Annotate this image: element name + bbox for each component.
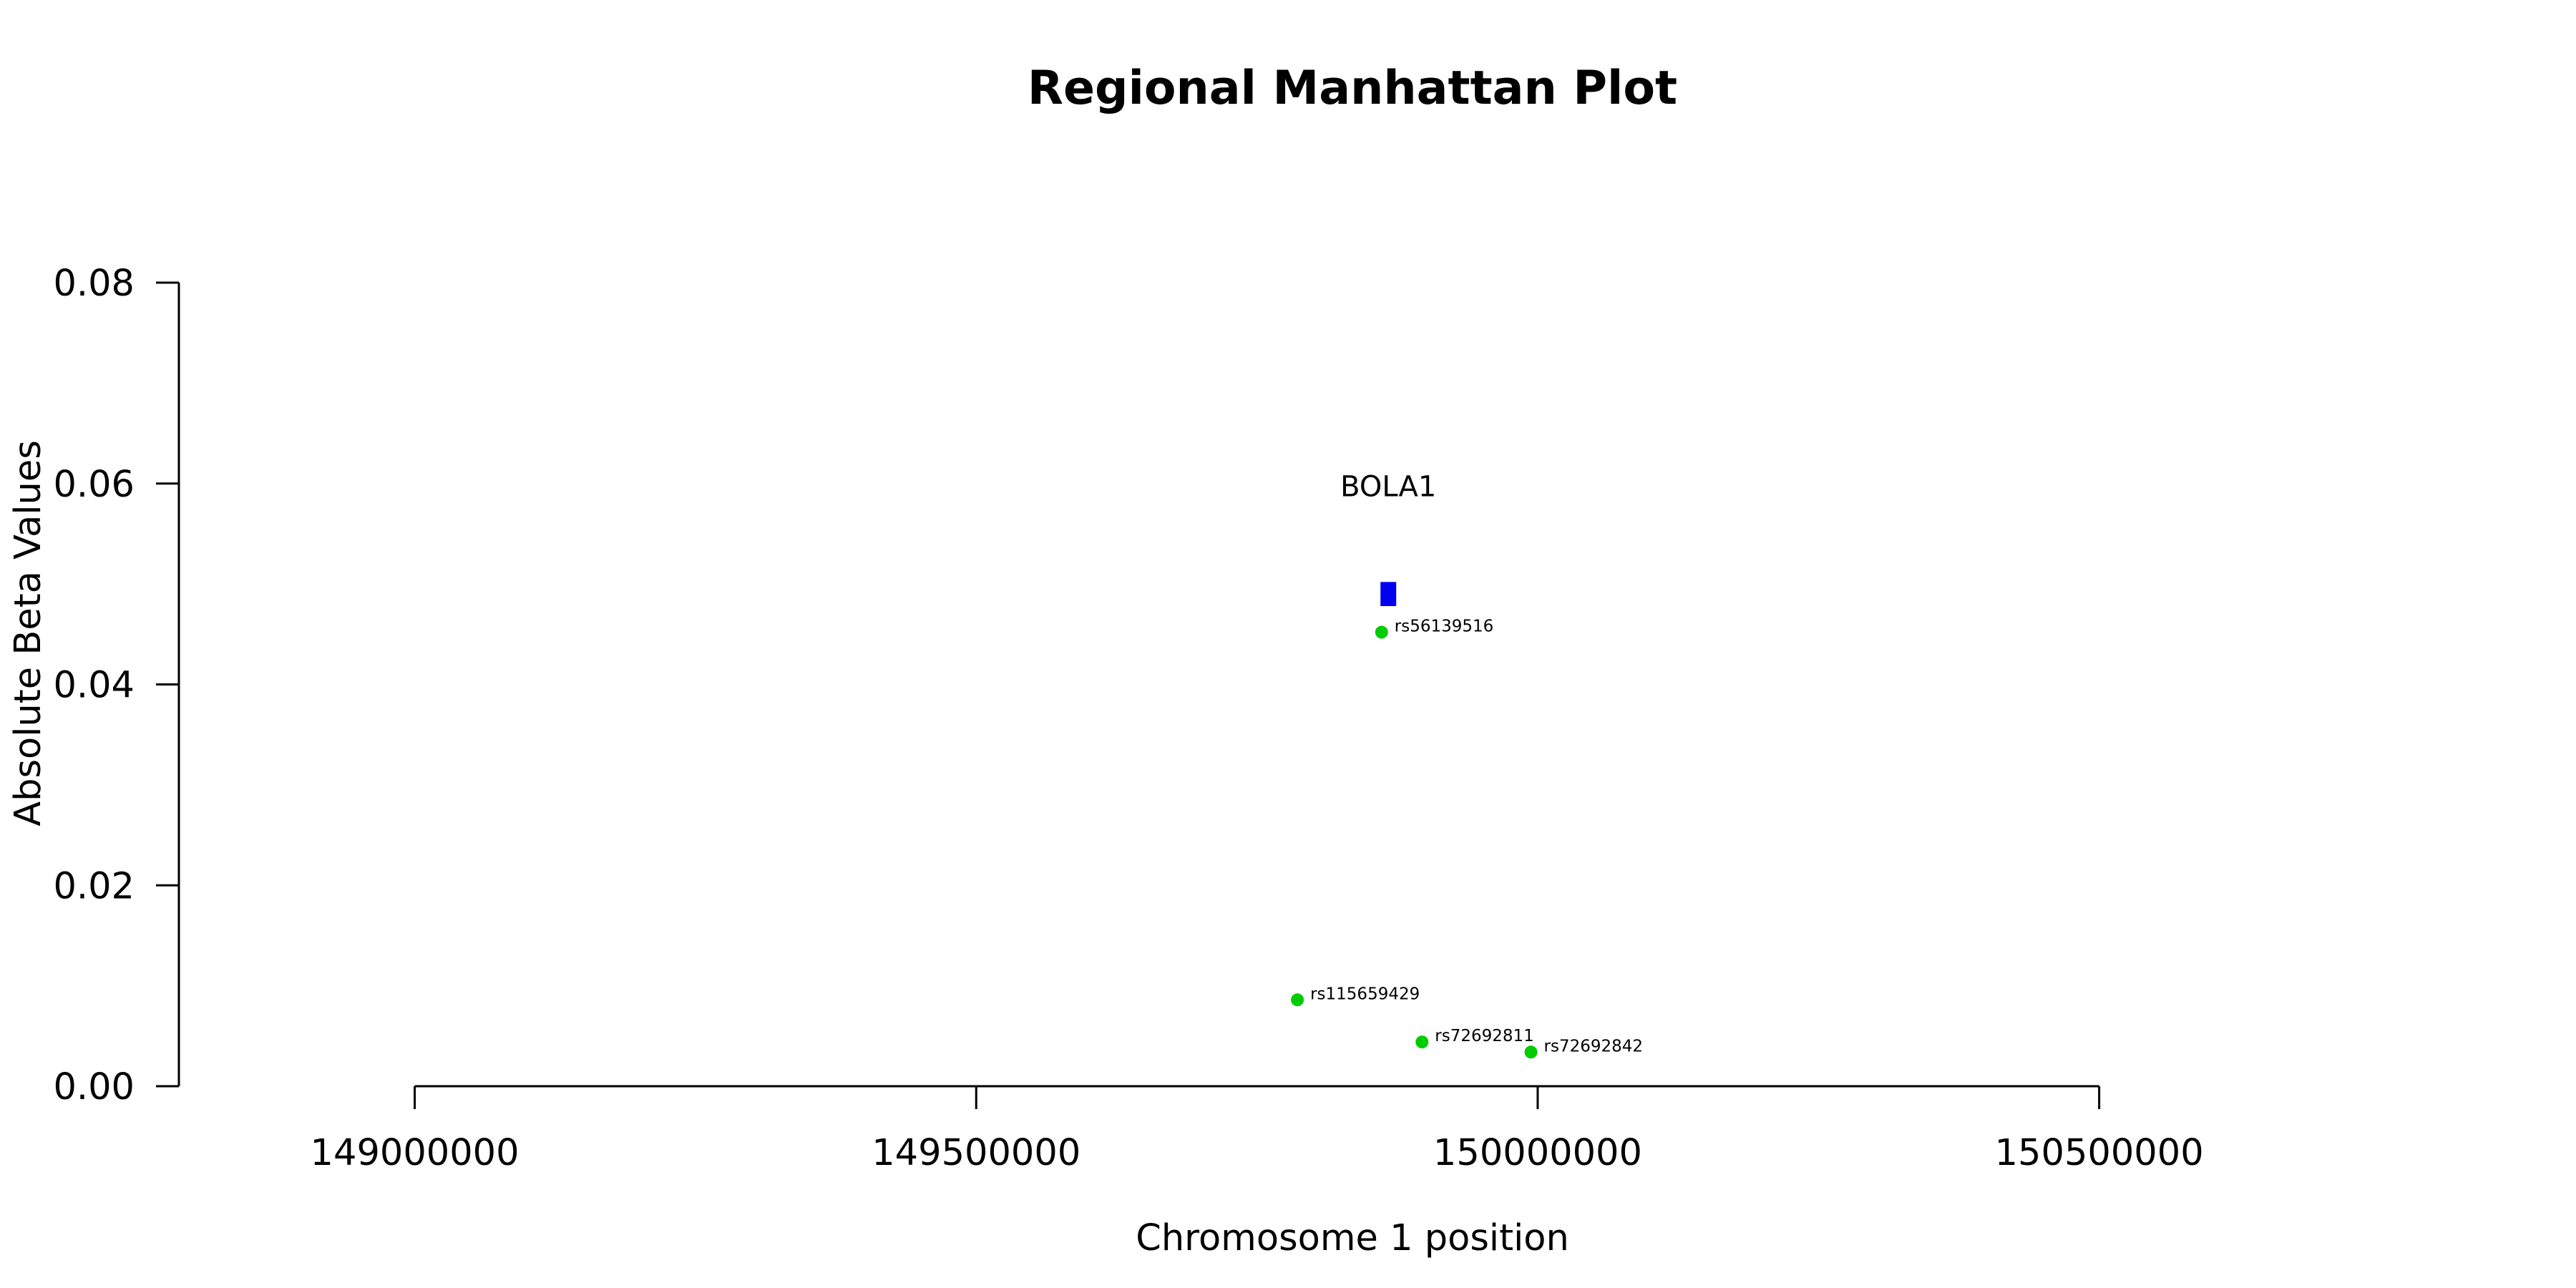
y-tick-label: 0.08	[53, 263, 135, 305]
x-tick-label: 149000000	[311, 1132, 519, 1174]
snp-label: rs115659429	[1310, 985, 1420, 1003]
snp-label: rs72692811	[1435, 1027, 1534, 1045]
x-tick-label: 149500000	[872, 1132, 1080, 1174]
snp-point	[1415, 1035, 1429, 1049]
snp-point	[1375, 625, 1388, 639]
x-tick-label: 150500000	[1995, 1132, 2204, 1174]
y-tick-label: 0.02	[53, 865, 135, 907]
chart-title: Regional Manhattan Plot	[1028, 62, 1677, 115]
y-tick-label: 0.04	[53, 665, 135, 707]
snp-point	[1291, 993, 1304, 1007]
snp-label: rs56139516	[1395, 618, 1494, 636]
gene-label: BOLA1	[1340, 470, 1436, 503]
x-ticks: 149000000 149500000 150000000 150500000	[311, 1086, 2204, 1174]
y-tick-label: 0.00	[53, 1066, 135, 1108]
gene-marker	[1380, 582, 1397, 607]
y-axis-label: Absolute Beta Values	[7, 440, 49, 826]
x-axis-label: Chromosome 1 position	[1136, 1217, 1569, 1259]
snp-point	[1524, 1045, 1538, 1059]
snp-label: rs72692842	[1544, 1037, 1644, 1055]
y-ticks: 0.00 0.02 0.04 0.06 0.08	[53, 263, 179, 1108]
x-axis: 149000000 149500000 150000000 150500000	[311, 1085, 2204, 1174]
y-axis: 0.00 0.02 0.04 0.06 0.08	[53, 263, 180, 1108]
x-tick-label: 150000000	[1433, 1132, 1642, 1174]
snp-points: rs56139516 rs115659429 rs72692811 rs7269284…	[1291, 618, 1643, 1059]
gene-markers: BOLA1	[1340, 470, 1436, 607]
y-tick-label: 0.06	[53, 464, 135, 506]
